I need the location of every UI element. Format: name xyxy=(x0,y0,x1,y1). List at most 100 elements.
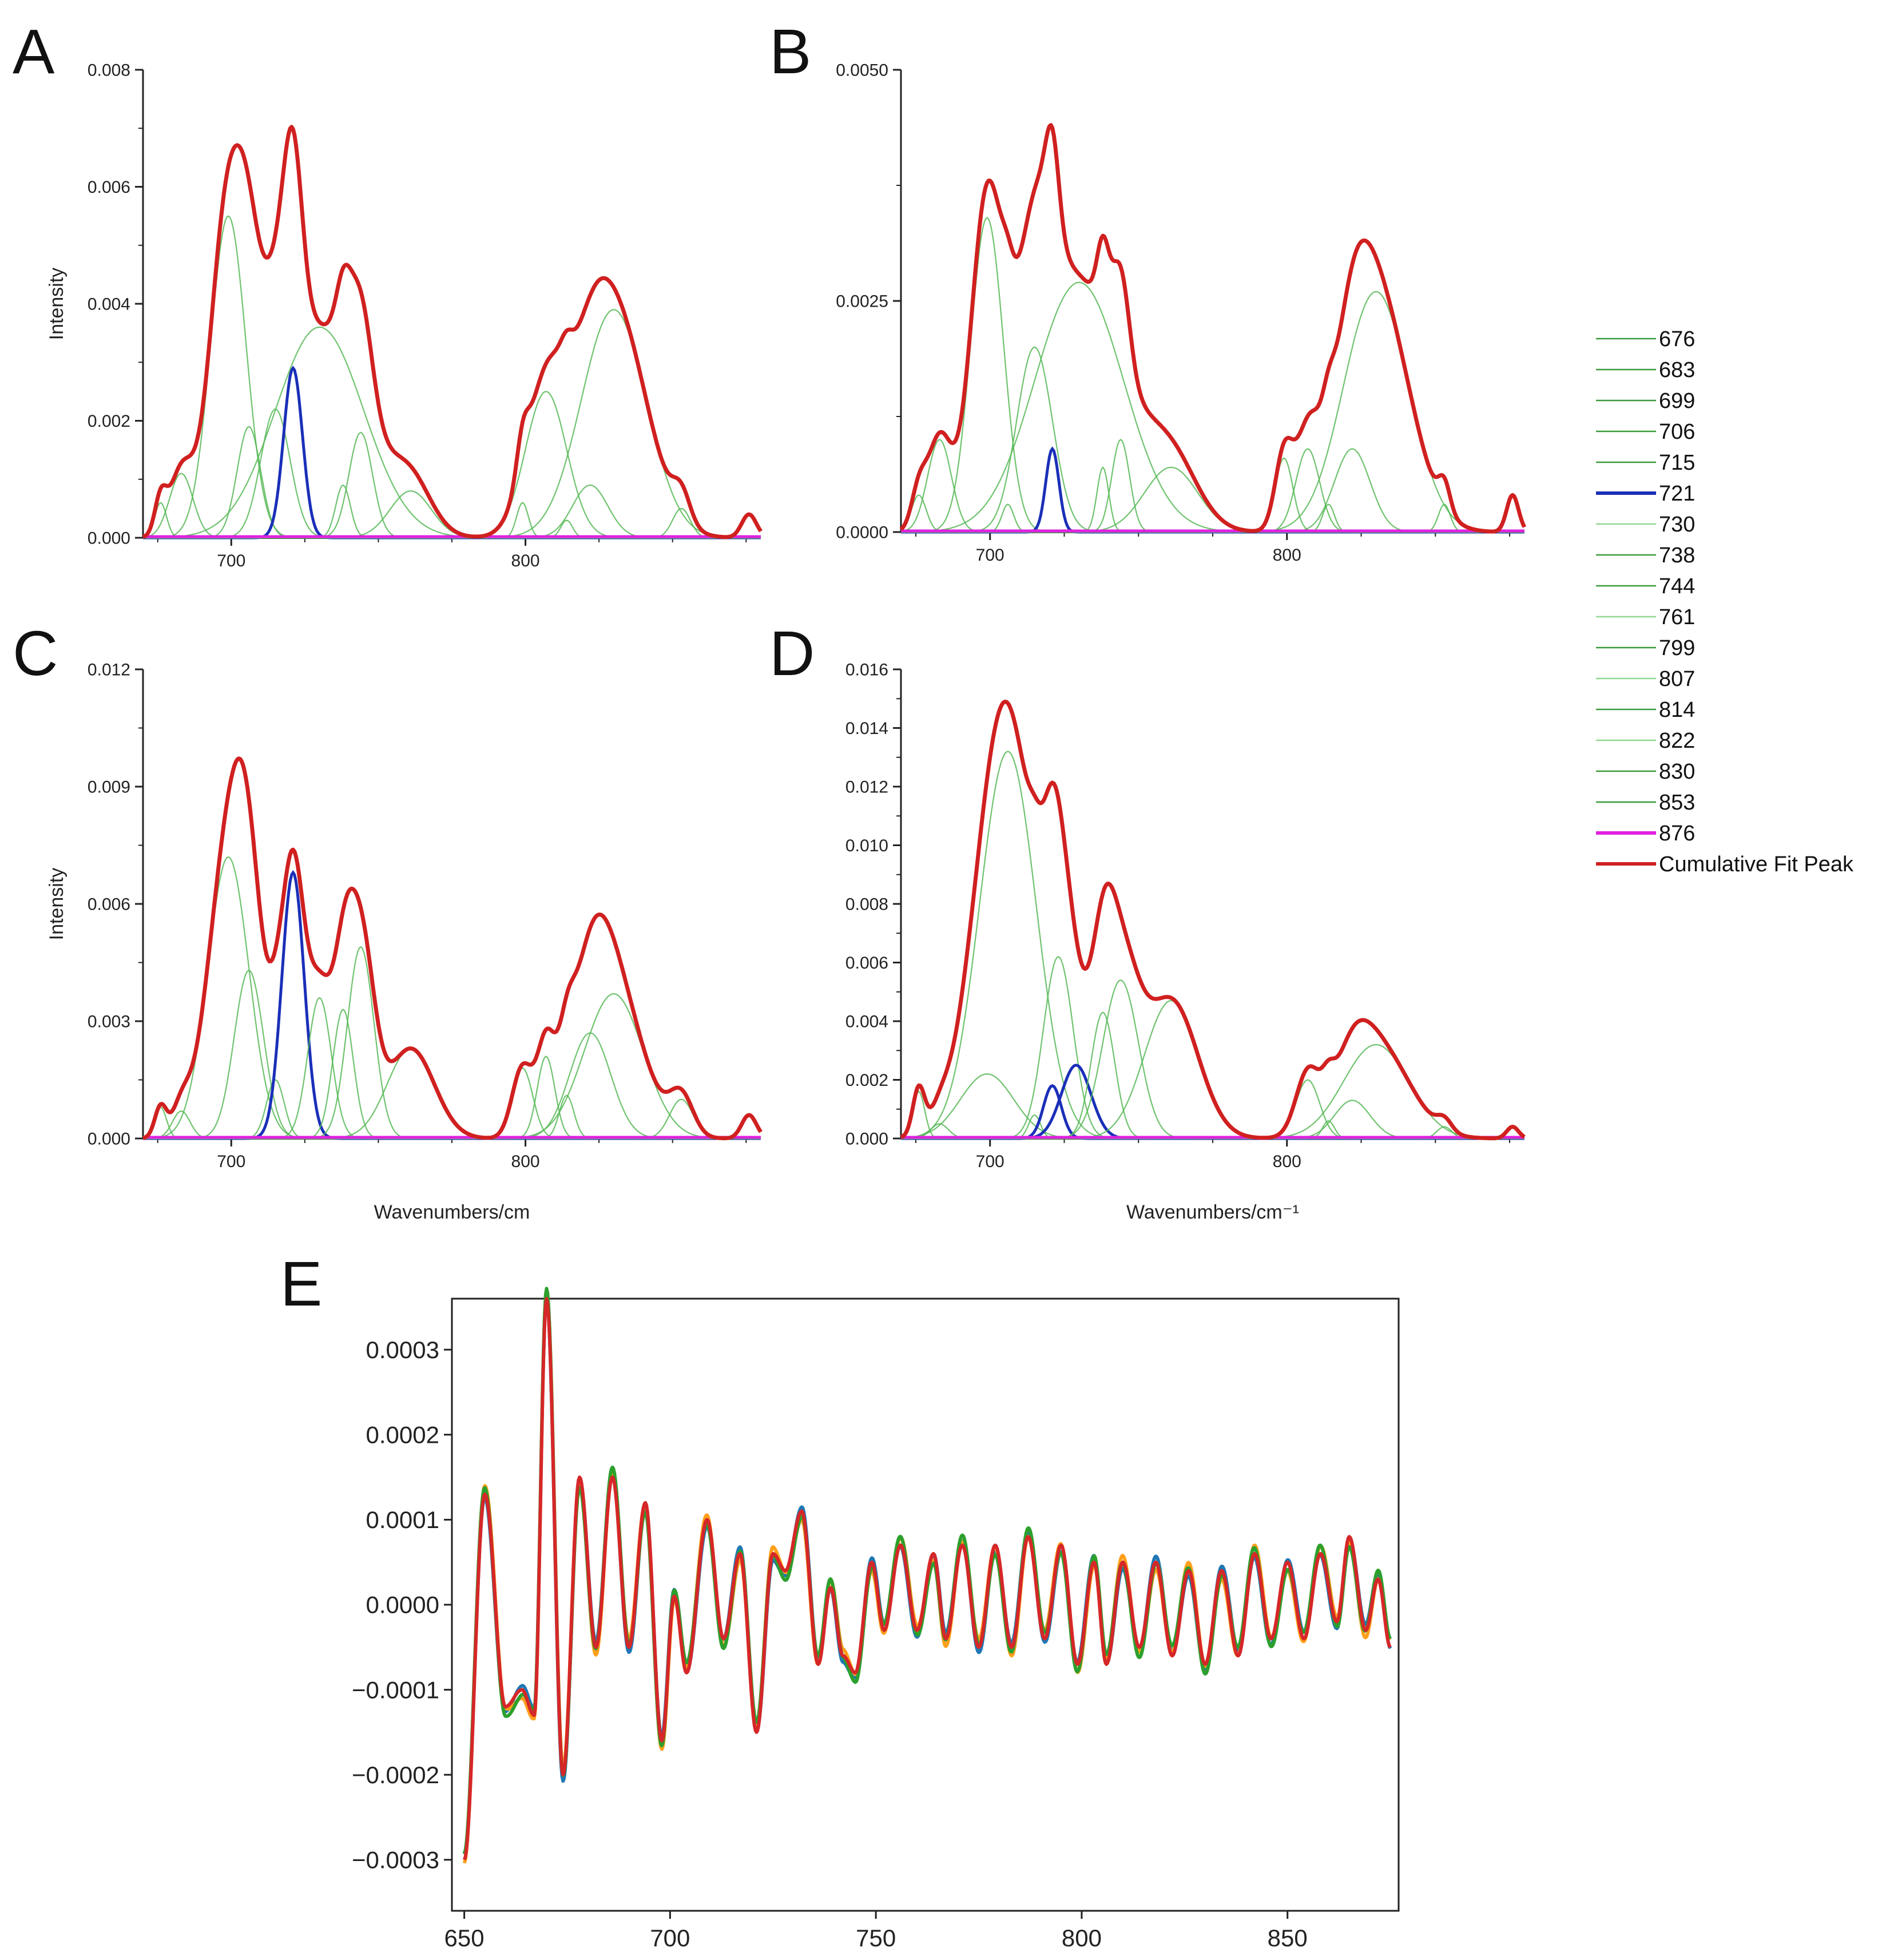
x-tick-label: 800 xyxy=(511,1152,540,1171)
y-tick-label: 0.000 xyxy=(88,529,130,548)
component-peak-676 xyxy=(142,502,761,539)
component-peak-799 xyxy=(143,502,761,539)
legend-label: 738 xyxy=(1659,543,1695,568)
y-tick-label: 0.004 xyxy=(845,1013,888,1031)
y-tick-label: 0.003 xyxy=(88,1013,130,1031)
chart-panel-e: −0.0003 −0.0002 −0.0001 0.0000 0.0001 0.0002 0… xyxy=(352,1287,1400,1951)
component-peak-807 xyxy=(143,391,761,539)
x-axis-label: Wavenumbers/cm⁻¹ xyxy=(1126,1201,1299,1223)
x-tick-label: 800 xyxy=(511,552,540,570)
series-line-4 xyxy=(462,1297,1392,1861)
component-peak-761 xyxy=(901,999,1524,1140)
component-peak-721 xyxy=(143,870,761,1140)
component-peak-761 xyxy=(901,466,1524,533)
legend-label: Cumulative Fit Peak xyxy=(1659,852,1854,876)
component-peak-730 xyxy=(143,326,761,539)
y-tick-label: 0.008 xyxy=(88,61,130,80)
component-peak-738 xyxy=(901,1011,1524,1140)
component-peak-699 xyxy=(143,215,761,539)
component-peak-715 xyxy=(143,1079,761,1140)
y-tick-label: 0.000 xyxy=(88,1130,130,1149)
y-tick-label: 0.0050 xyxy=(836,61,888,80)
x-tick-label: 750 xyxy=(856,1925,896,1951)
panel-letter-a: A xyxy=(13,17,55,87)
cumulative-fit-line xyxy=(900,700,1526,1141)
component-peak-822 xyxy=(143,1032,761,1140)
legend-label: 807 xyxy=(1659,667,1695,691)
y-tick-label: 0.008 xyxy=(845,895,888,914)
component-peak-853 xyxy=(143,507,761,539)
legend-label: 799 xyxy=(1659,636,1695,660)
legend-label: 721 xyxy=(1659,482,1695,506)
y-tick-label: 0.014 xyxy=(845,719,888,738)
cumulative-fit-line xyxy=(142,125,763,539)
x-tick-label: 700 xyxy=(217,1152,245,1171)
y-tick-label: 0.002 xyxy=(845,1071,888,1090)
cumulative-fit-line xyxy=(142,756,763,1141)
legend-label: 706 xyxy=(1659,420,1695,444)
panels: 0.000 0.002 0.004 0.006 0.008 700 800 Intensity… xyxy=(46,61,1527,1951)
panel-letter-e: E xyxy=(280,1249,322,1319)
y-tick-label: 0.0000 xyxy=(836,523,888,542)
x-tick-label: 800 xyxy=(1273,546,1301,565)
y-tick-label: 0.0001 xyxy=(366,1506,439,1533)
y-tick-label: −0.0002 xyxy=(352,1761,439,1788)
component-peak-699 xyxy=(900,1073,1524,1140)
y-tick-label: 0.006 xyxy=(845,954,888,973)
x-axis-label: Wavenumbers/cm xyxy=(374,1201,530,1223)
y-tick-label: 0.000 xyxy=(845,1130,888,1149)
component-peak-738 xyxy=(901,466,1524,533)
y-tick-label: −0.0001 xyxy=(352,1676,439,1703)
y-tick-label: 0.009 xyxy=(88,778,130,797)
y-tick-label: 0.010 xyxy=(845,836,888,855)
panel-letter-b: B xyxy=(769,17,811,87)
x-tick-label: 700 xyxy=(976,1152,1004,1171)
legend-label: 730 xyxy=(1659,513,1695,537)
chart-panel-c: 0.000 0.003 0.006 0.009 0.012 700 800 Intensity… xyxy=(46,661,763,1223)
legend-label: 814 xyxy=(1659,698,1695,722)
y-tick-label: 0.0003 xyxy=(366,1336,439,1363)
component-peak-721 xyxy=(143,366,761,539)
legend: 676 683 699 706 715 721 730 738 744 761 799 807 814 8… xyxy=(1596,327,1854,876)
legend-label: 744 xyxy=(1659,574,1695,598)
legend-label: 761 xyxy=(1659,605,1695,629)
y-axis-label: Intensity xyxy=(46,268,68,340)
chart-panel-d: 0.000 0.002 0.004 0.006 0.008 0.010 0.012 0.014… xyxy=(845,661,1526,1223)
component-peak-744 xyxy=(143,946,761,1140)
y-tick-label: 0.0002 xyxy=(366,1421,439,1448)
cumulative-fit-line xyxy=(899,123,1527,534)
component-peak-830 xyxy=(901,1044,1524,1140)
component-peak-699 xyxy=(901,217,1524,533)
legend-label: 676 xyxy=(1659,327,1695,351)
component-peak-715 xyxy=(901,1114,1524,1140)
legend-label: 853 xyxy=(1659,791,1695,815)
legend-label: 683 xyxy=(1659,358,1695,382)
y-tick-label: 0.006 xyxy=(88,178,130,197)
panel-letter-d: D xyxy=(769,618,815,689)
legend-label: 715 xyxy=(1659,451,1695,475)
x-tick-label: 800 xyxy=(1062,1925,1102,1951)
y-tick-label: 0.004 xyxy=(88,295,130,314)
component-peak-807 xyxy=(901,1079,1524,1140)
component-peak-730 xyxy=(900,281,1524,533)
y-tick-label: 0.0025 xyxy=(836,292,888,311)
legend-label: 822 xyxy=(1659,729,1695,753)
y-tick-label: 0.016 xyxy=(845,661,888,680)
y-tick-label: −0.0003 xyxy=(352,1847,439,1874)
component-peak-683 xyxy=(143,1110,761,1140)
y-axis-label: Intensity xyxy=(46,868,68,941)
y-tick-label: 0.0000 xyxy=(366,1592,439,1618)
component-peak-699 xyxy=(143,856,761,1140)
x-tick-label: 700 xyxy=(217,552,245,570)
x-tick-label: 700 xyxy=(650,1925,690,1951)
y-tick-label: 0.012 xyxy=(88,661,130,680)
legend-label: 699 xyxy=(1659,389,1695,413)
x-tick-label: 850 xyxy=(1268,1925,1308,1951)
component-peak-822 xyxy=(901,1100,1524,1140)
chart-panel-a: 0.000 0.002 0.004 0.006 0.008 700 800 Intensity xyxy=(46,61,763,570)
y-tick-label: 0.002 xyxy=(88,412,130,431)
y-tick-label: 0.006 xyxy=(88,895,130,914)
chart-panel-b: 0.0000 0.0025 0.0050 700 800 xyxy=(836,61,1527,565)
y-tick-label: 0.012 xyxy=(845,778,888,797)
